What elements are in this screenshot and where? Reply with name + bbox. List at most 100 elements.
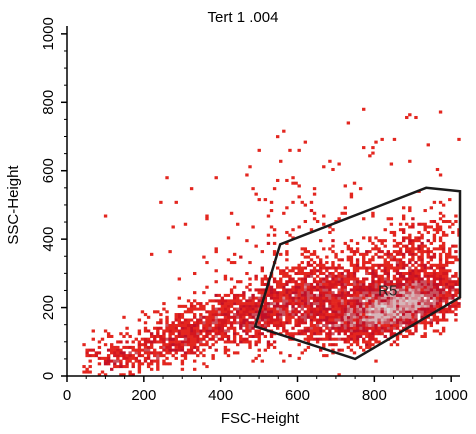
- density-cell: [288, 318, 292, 322]
- density-cell: [389, 255, 394, 259]
- density-cell: [291, 266, 295, 270]
- density-cell: [408, 302, 412, 306]
- density-cell: [334, 304, 338, 308]
- density-cell: [358, 187, 363, 191]
- density-cell: [334, 324, 338, 328]
- density-cell: [398, 293, 403, 297]
- density-cell: [395, 315, 400, 319]
- density-cell: [420, 252, 424, 256]
- density-cell: [248, 307, 252, 311]
- density-cell: [260, 282, 264, 286]
- density-cell: [214, 269, 218, 273]
- density-cell: [398, 263, 403, 267]
- density-cell: [226, 315, 231, 319]
- density-cell: [113, 362, 117, 366]
- density-cell: [408, 269, 412, 273]
- density-cell: [355, 241, 360, 245]
- density-cell: [306, 288, 311, 292]
- density-cell: [371, 307, 375, 311]
- density-cell: [248, 329, 252, 333]
- density-cell: [137, 318, 142, 322]
- density-cell: [306, 326, 311, 330]
- density-cell: [260, 296, 264, 300]
- density-cell: [193, 345, 197, 349]
- density-cell: [149, 332, 154, 336]
- density-cell: [426, 277, 430, 281]
- density-cell: [312, 329, 317, 333]
- density-cell: [312, 299, 317, 303]
- density-cell: [131, 354, 135, 358]
- density-cell: [245, 299, 249, 303]
- density-cell: [405, 318, 409, 322]
- density-cell: [110, 348, 114, 352]
- density-cell: [193, 334, 197, 338]
- density-cell: [349, 195, 354, 199]
- density-cell: [445, 285, 449, 289]
- density-cell: [315, 263, 320, 267]
- density-cell: [355, 332, 360, 336]
- density-cell: [275, 280, 280, 284]
- density-cell: [266, 214, 271, 218]
- density-cell: [275, 307, 280, 311]
- density-cell: [398, 321, 403, 325]
- density-cell: [334, 299, 338, 303]
- density-cell: [199, 340, 203, 344]
- density-cell: [432, 296, 437, 300]
- density-cell: [328, 266, 332, 270]
- density-cell: [143, 356, 148, 360]
- density-cell: [306, 313, 311, 317]
- density-cell: [232, 329, 237, 333]
- density-cell: [362, 340, 366, 344]
- density-cell: [266, 313, 271, 317]
- density-cell: [312, 315, 317, 319]
- density-cell: [362, 285, 366, 289]
- density-cell: [297, 315, 301, 319]
- density-cell: [374, 271, 378, 276]
- density-cell: [183, 356, 188, 360]
- density-cell: [288, 233, 292, 237]
- density-cell: [208, 326, 212, 330]
- density-cell: [186, 321, 191, 325]
- density-cell: [275, 315, 280, 319]
- density-cell: [349, 261, 354, 265]
- density-cell: [454, 258, 458, 262]
- density-cell: [438, 266, 443, 270]
- density-cell: [272, 302, 277, 306]
- density-cell: [346, 313, 351, 317]
- density-cell: [349, 288, 354, 292]
- density-cell: [263, 274, 268, 278]
- density-cell: [401, 236, 406, 240]
- density-cell: [411, 310, 415, 314]
- density-cell: [414, 310, 418, 314]
- density-cell: [300, 247, 304, 251]
- density-cell: [223, 293, 228, 297]
- density-cell: [445, 318, 449, 322]
- density-cell: [322, 280, 326, 284]
- density-cell: [220, 329, 225, 333]
- density-cell: [168, 362, 172, 366]
- density-cell: [134, 337, 138, 341]
- density-cell: [226, 326, 231, 330]
- density-cell: [365, 345, 369, 349]
- density-cell: [408, 233, 412, 237]
- density-cell: [199, 321, 203, 325]
- density-cell: [186, 332, 191, 336]
- density-cell: [343, 269, 347, 273]
- density-cell: [193, 271, 197, 276]
- density-cell: [420, 302, 424, 306]
- gate-r5-polygon[interactable]: [253, 186, 462, 361]
- density-cell: [371, 293, 375, 297]
- density-cell: [383, 291, 387, 295]
- density-cell: [383, 263, 387, 267]
- density-cell: [146, 354, 151, 358]
- density-cell: [186, 318, 191, 322]
- density-cell: [232, 296, 237, 300]
- density-cell: [149, 359, 154, 363]
- density-cell: [116, 351, 120, 355]
- density-cell: [171, 332, 175, 336]
- density-cell: [448, 288, 452, 292]
- density-cell: [257, 148, 261, 152]
- density-cell: [405, 263, 409, 267]
- density-cell: [303, 299, 308, 303]
- density-cell: [275, 135, 280, 139]
